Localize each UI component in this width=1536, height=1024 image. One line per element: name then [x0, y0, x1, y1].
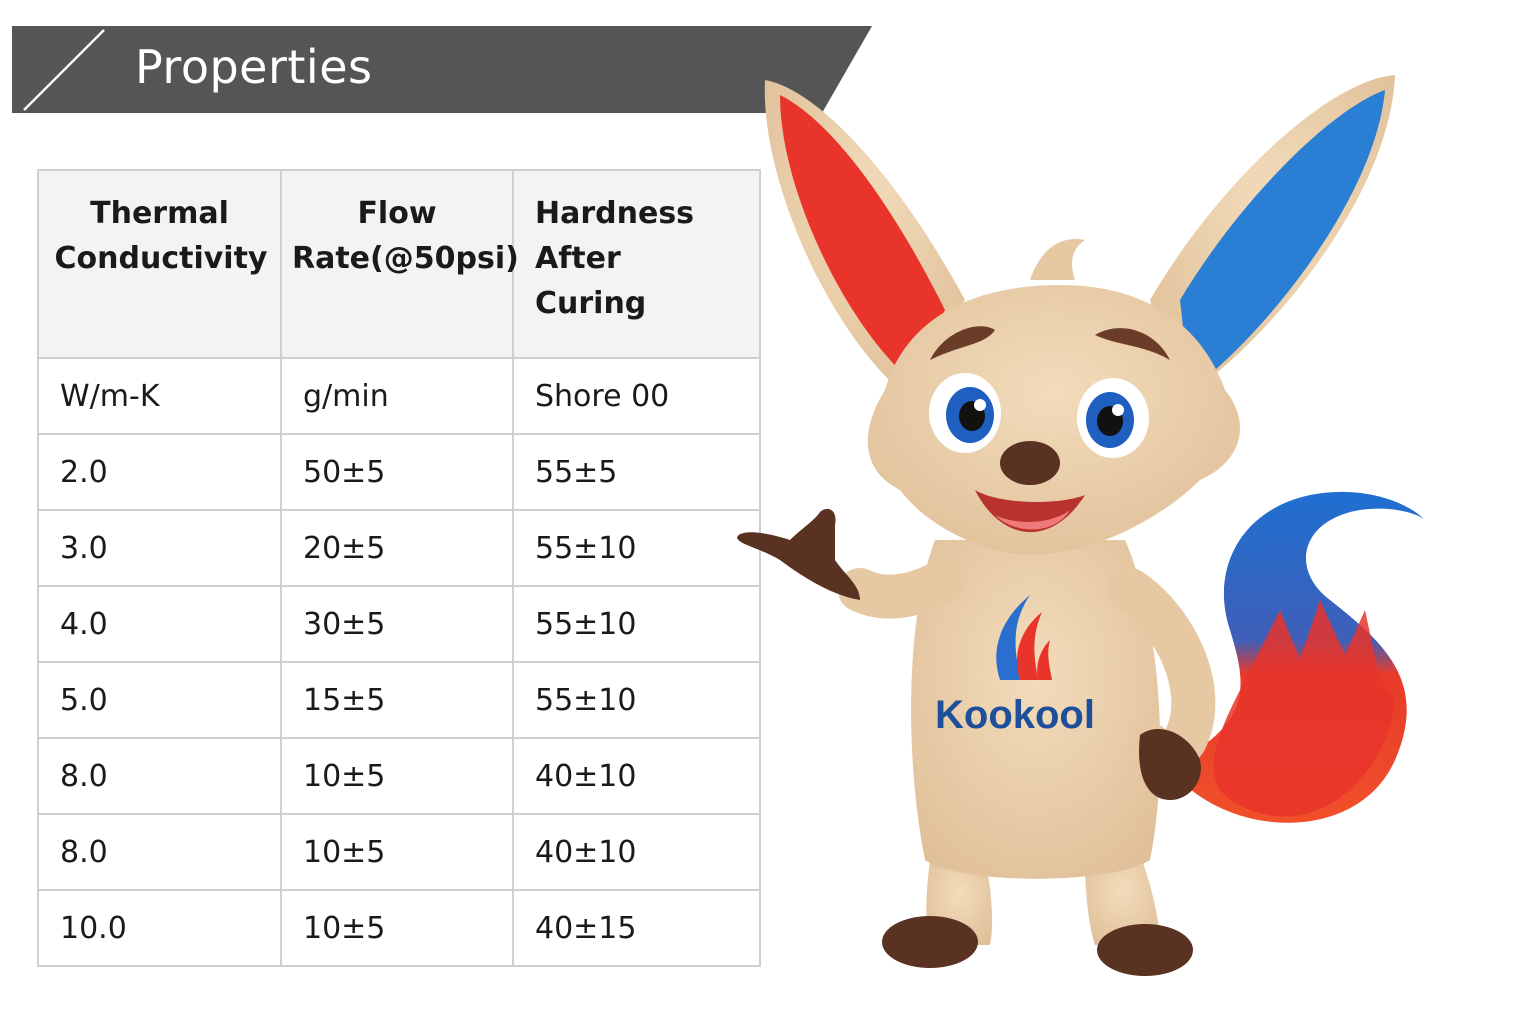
table-row: 3.0 20±5 55±10 — [37, 509, 761, 587]
table-cell: 55±5 — [512, 433, 761, 511]
table-cell: 55±10 — [512, 585, 761, 663]
logo-text: Kookool — [935, 693, 1095, 737]
banner-slash-decoration — [23, 29, 105, 111]
header-thermal-conductivity: Thermal Conductivity — [37, 169, 282, 359]
table-header-row: Thermal Conductivity Flow Rate(@50psi) H… — [37, 169, 761, 359]
properties-table: Thermal Conductivity Flow Rate(@50psi) H… — [37, 169, 761, 967]
head — [867, 285, 1240, 555]
table-cell: 2.0 — [37, 433, 282, 511]
header-flow-rate: Flow Rate(@50psi) — [280, 169, 519, 359]
nose — [1000, 441, 1060, 485]
table-cell: 10±5 — [280, 813, 514, 891]
table-cell: 40±15 — [512, 889, 761, 967]
right-eyebrow — [1095, 328, 1170, 360]
header-banner — [12, 26, 872, 113]
table-cell: 8.0 — [37, 813, 282, 891]
ears — [764, 75, 1395, 400]
eyes — [929, 373, 1149, 458]
fox-mascot-illustration: Kookool — [737, 75, 1425, 976]
table-row: 4.0 30±5 55±10 — [37, 585, 761, 663]
table-row: 8.0 10±5 40±10 — [37, 737, 761, 815]
left-eyebrow — [930, 326, 995, 360]
table-cell: 8.0 — [37, 737, 282, 815]
header-hardness: Hardness After Curing — [512, 169, 761, 359]
table-cell: 5.0 — [37, 661, 282, 739]
table-cell: 40±10 — [512, 813, 761, 891]
unit-cell: Shore 00 — [512, 357, 761, 435]
table-cell: 50±5 — [280, 433, 514, 511]
table-row: 10.0 10±5 40±15 — [37, 889, 761, 967]
table-cell: 15±5 — [280, 661, 514, 739]
page-title: Properties — [135, 40, 373, 94]
table-cell: 10±5 — [280, 737, 514, 815]
table-cell: 40±10 — [512, 737, 761, 815]
head-tuft — [1030, 239, 1085, 280]
table-cell: 3.0 — [37, 509, 282, 587]
tail — [1180, 491, 1425, 823]
table-cell: 20±5 — [280, 509, 514, 587]
table-cell: 30±5 — [280, 585, 514, 663]
table-cell: 4.0 — [37, 585, 282, 663]
left-hand — [737, 508, 860, 600]
table-cell: 55±10 — [512, 509, 761, 587]
unit-cell: W/m-K — [37, 357, 282, 435]
table-row: 2.0 50±5 55±5 — [37, 433, 761, 511]
table-cell: 10±5 — [280, 889, 514, 967]
right-hand — [1139, 729, 1201, 800]
table-cell: 10.0 — [37, 889, 282, 967]
right-foot — [1097, 924, 1193, 976]
body — [911, 540, 1161, 879]
left-foot — [882, 916, 978, 968]
legs — [882, 855, 1193, 976]
table-row: 5.0 15±5 55±10 — [37, 661, 761, 739]
units-row: W/m-K g/min Shore 00 — [37, 357, 761, 435]
banner-background — [12, 26, 872, 113]
kookool-logo: Kookool — [935, 595, 1095, 737]
table-row: 8.0 10±5 40±10 — [37, 813, 761, 891]
table-cell: 55±10 — [512, 661, 761, 739]
unit-cell: g/min — [280, 357, 514, 435]
